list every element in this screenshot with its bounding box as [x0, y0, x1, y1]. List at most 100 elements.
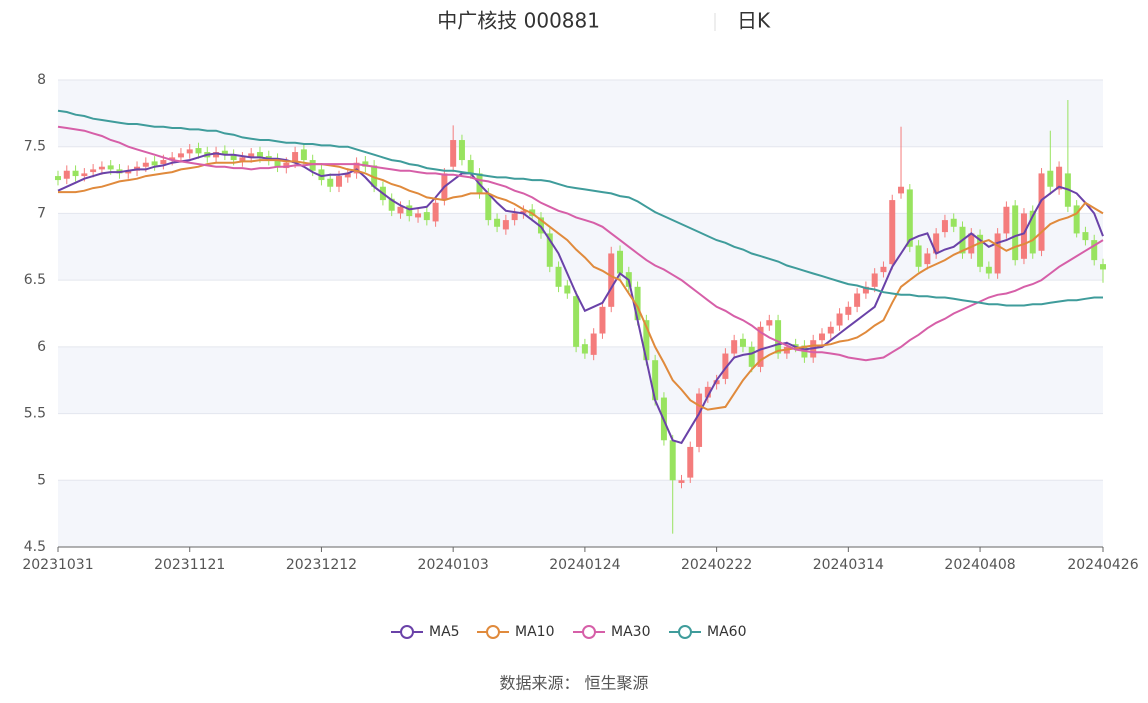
candle-body [564, 285, 571, 294]
candle-body [1047, 170, 1054, 187]
source-note: 数据来源： 恒生聚源 [499, 674, 648, 693]
candle-body [81, 173, 88, 177]
candle-body [722, 353, 729, 379]
candle-body [748, 346, 755, 367]
legend-icon-marker [400, 625, 414, 639]
legend-label: MA10 [515, 624, 554, 640]
x-tick-label: 20240314 [813, 557, 884, 573]
candle-body [669, 440, 676, 481]
candle-body [353, 162, 360, 174]
y-tick-label: 4.5 [24, 539, 46, 555]
candle-body [63, 170, 70, 179]
x-tick-label: 20240408 [944, 557, 1015, 573]
legend-item[interactable]: MA5 [391, 624, 460, 640]
candle-body [634, 286, 641, 321]
candle-body [608, 253, 615, 307]
candle-body [502, 220, 509, 230]
candle-body [933, 233, 940, 254]
period-label: 日K [737, 9, 771, 33]
candle-body [985, 266, 992, 274]
candle-body [485, 193, 492, 221]
legend-icon-marker [582, 625, 596, 639]
legend-item[interactable]: MA10 [477, 624, 554, 640]
candle-body [327, 178, 334, 187]
candle-body [388, 198, 395, 211]
candle-body [537, 217, 544, 234]
candle-body [239, 157, 246, 162]
candle-body [581, 344, 588, 354]
candle-body [950, 218, 957, 227]
candle-body [107, 165, 114, 170]
candle-body [169, 157, 176, 161]
candle-body [871, 273, 878, 287]
candle-body [309, 160, 316, 171]
candle-body [300, 149, 307, 161]
candle-body [1100, 264, 1106, 270]
candle-body [1003, 206, 1010, 234]
candle-body [494, 218, 501, 227]
x-tick-label: 20240222 [681, 557, 752, 573]
candle-body [450, 140, 457, 167]
candle-body [248, 153, 255, 158]
candle-body [652, 360, 659, 401]
candle-body [371, 165, 378, 187]
y-tick-label: 5.5 [24, 406, 46, 422]
candle-body [221, 150, 228, 155]
legend-item[interactable]: MA30 [573, 624, 650, 640]
candle-body [546, 233, 553, 267]
y-tick-label: 8 [37, 72, 46, 88]
x-tick-label: 20231031 [22, 557, 93, 573]
candle-body [704, 386, 711, 398]
candle-body [1020, 213, 1027, 259]
candle-body [1038, 173, 1045, 251]
ma-line [58, 159, 1104, 411]
candle-body [968, 233, 975, 254]
candle-body [55, 176, 61, 181]
candle-body [678, 480, 685, 483]
legend-label: MA60 [707, 624, 746, 640]
candle-body [511, 213, 518, 221]
x-tick-label: 20240124 [549, 557, 620, 573]
legend-label: MA5 [429, 624, 460, 640]
legend-item[interactable]: MA60 [669, 624, 746, 640]
candle-body [906, 189, 913, 247]
y-tick-label: 7.5 [24, 139, 46, 155]
candle-body [590, 333, 597, 355]
x-tick-label: 20240426 [1067, 557, 1138, 573]
candle-body [792, 344, 799, 347]
plot-band [58, 213, 1103, 281]
candle-body [458, 140, 465, 161]
candle-body [731, 340, 738, 354]
candle-body [739, 338, 746, 347]
candle-body [151, 161, 158, 166]
x-tick-label: 20231212 [286, 557, 357, 573]
candle-body [230, 154, 237, 161]
plot-band [58, 480, 1103, 547]
candle-body [827, 326, 834, 334]
candle-body [213, 152, 220, 158]
candle-body [283, 162, 290, 169]
candle-body [766, 320, 773, 326]
candle-body [845, 306, 852, 315]
candle-body [643, 320, 650, 361]
candle-body [599, 306, 606, 334]
candle-body [555, 266, 562, 287]
candle-body [1091, 240, 1098, 261]
candle-body [1082, 232, 1089, 241]
candle-body [818, 333, 825, 341]
candle-body [72, 170, 79, 177]
plot-band [58, 346, 1103, 414]
candle-body [775, 320, 782, 354]
candle-body [177, 153, 184, 158]
candle-body [757, 326, 764, 367]
x-tick-label: 20231121 [154, 557, 225, 573]
candle-body [862, 286, 869, 294]
candle-body [160, 160, 167, 165]
candle-body [854, 293, 861, 307]
candle-body [344, 173, 351, 178]
candle-body [696, 393, 703, 447]
candle-body [292, 152, 299, 163]
candle-body [195, 148, 202, 154]
